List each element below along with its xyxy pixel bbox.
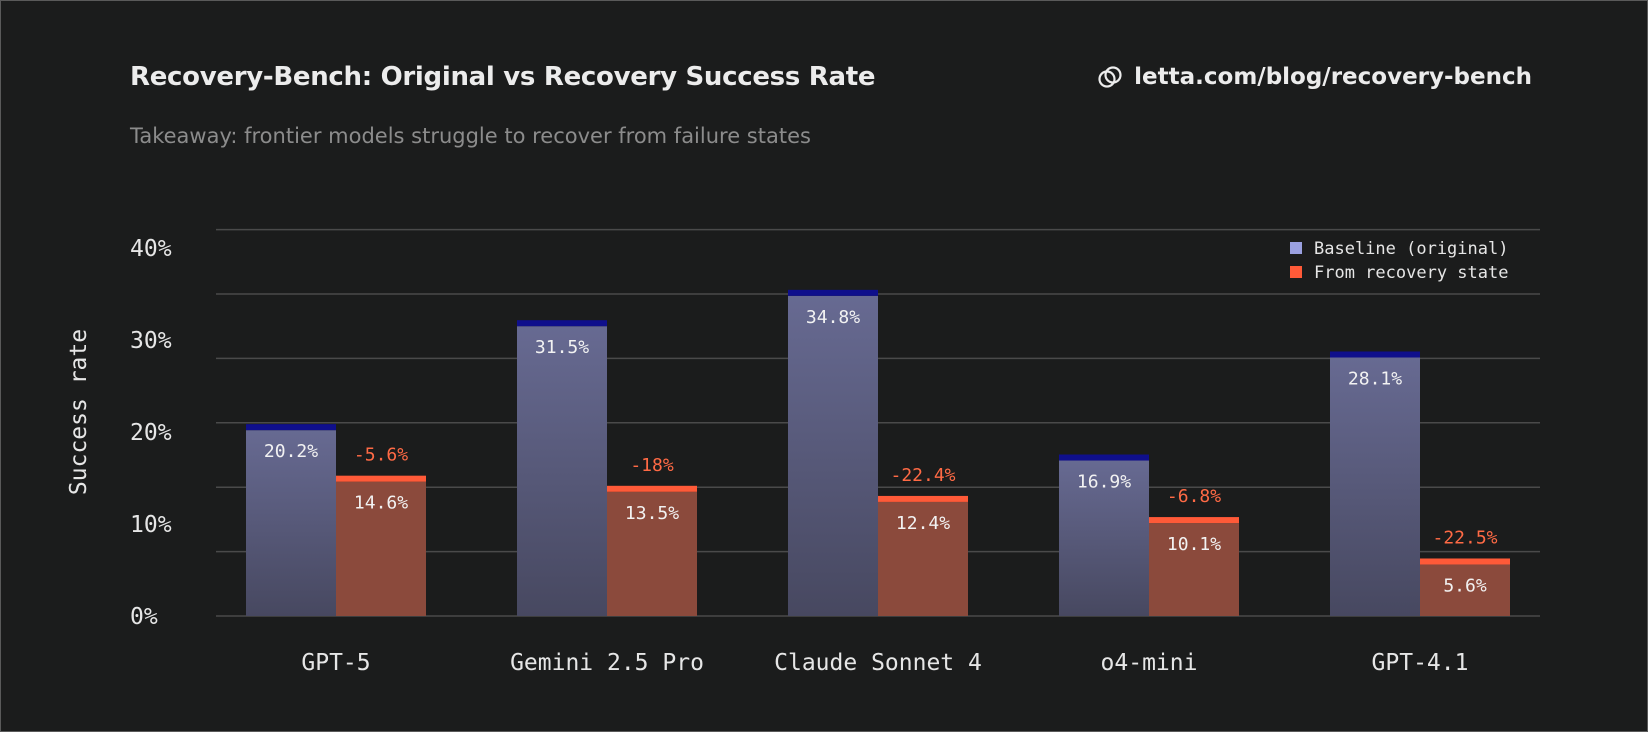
y-tick-label: 20% [130, 420, 172, 446]
delta-label: -22.4% [890, 465, 955, 486]
y-tick-label: 30% [130, 328, 172, 354]
chart-title: Recovery-Bench: Original vs Recovery Suc… [130, 62, 876, 92]
legend-label: From recovery state [1314, 263, 1508, 283]
legend-label: Baseline (original) [1314, 239, 1508, 259]
baseline-bar [517, 326, 607, 616]
recovery-bar [878, 501, 968, 616]
recovery-bar [336, 481, 426, 616]
baseline-bar-cap [1059, 454, 1149, 461]
recovery-value-label: 14.6% [354, 493, 408, 514]
x-category-label: GPT-4.1 [1372, 650, 1469, 676]
baseline-bar-cap [788, 289, 878, 296]
baseline-bar-cap [246, 424, 336, 431]
delta-label: -18% [630, 455, 674, 476]
baseline-bar [246, 430, 336, 616]
recovery-bar-cap [607, 485, 697, 492]
delta-label: -22.5% [1432, 527, 1497, 548]
y-tick-label: 0% [130, 604, 158, 630]
recovery-bar-cap [1420, 558, 1510, 565]
chart-subtitle: Takeaway: frontier models struggle to re… [130, 124, 811, 148]
y-tick-label: 40% [130, 236, 172, 262]
baseline-value-label: 34.8% [806, 307, 860, 328]
x-category-label: Gemini 2.5 Pro [510, 650, 704, 676]
recovery-bar-cap [878, 495, 968, 502]
recovery-bar [607, 491, 697, 616]
baseline-bar-cap [517, 320, 607, 327]
y-axis-label: Success rate [66, 329, 92, 495]
legend: Baseline (original) From recovery state [1290, 239, 1508, 283]
recovery-bar [1149, 523, 1239, 616]
baseline-bar [1059, 460, 1149, 616]
delta-label: -6.8% [1167, 486, 1221, 507]
legend-swatch [1290, 242, 1302, 254]
recovery-value-label: 13.5% [625, 503, 679, 524]
axis-layer: 0% 10% 20% 30% 40% Success rate [66, 236, 172, 630]
baseline-bar [788, 295, 878, 616]
baseline-value-label: 31.5% [535, 337, 589, 358]
y-tick-label: 10% [130, 512, 172, 538]
x-category-label: Claude Sonnet 4 [774, 650, 982, 676]
baseline-bar [1330, 357, 1420, 616]
legend-swatch [1290, 266, 1302, 278]
baseline-value-label: 20.2% [264, 441, 318, 462]
blog-link-text: letta.com/blog/recovery-bench [1134, 64, 1532, 90]
x-category-label: GPT-5 [301, 650, 370, 676]
delta-label: -5.6% [354, 445, 408, 466]
x-category-label: o4-mini [1101, 650, 1198, 676]
recovery-bar-cap [1149, 517, 1239, 524]
recovery-bar [1420, 564, 1510, 616]
recovery-value-label: 12.4% [896, 513, 950, 534]
baseline-value-label: 16.9% [1077, 472, 1131, 493]
link-icon [1096, 63, 1124, 91]
recovery-value-label: 5.6% [1443, 575, 1487, 596]
blog-link[interactable]: letta.com/blog/recovery-bench [1096, 63, 1532, 91]
baseline-value-label: 28.1% [1348, 368, 1402, 389]
recovery-bar-cap [336, 475, 426, 482]
recovery-value-label: 10.1% [1167, 534, 1221, 555]
bar-layer: 20.2% 14.6% -5.6% GPT-5 31.5% 13.5% -18% Gemini… [246, 289, 1510, 676]
baseline-bar-cap [1330, 351, 1420, 358]
